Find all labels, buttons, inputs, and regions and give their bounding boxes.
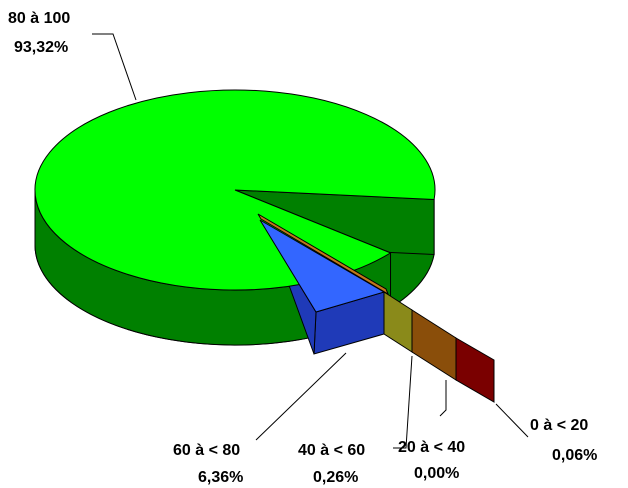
slice-2-category: 40 à < 60: [298, 442, 365, 459]
leader-lines: [92, 33, 529, 449]
slice-1-percent: 6,36%: [198, 469, 243, 486]
slice-label-3: 20 à < 40 0,00%: [398, 439, 465, 482]
slice-3-band: [411, 309, 457, 381]
slice-label-0: 80 à 100 93,32%: [8, 10, 70, 56]
leader-line-1: [255, 352, 347, 441]
slice-3-category: 20 à < 40: [398, 439, 465, 456]
leader-line-0: [92, 33, 137, 101]
leader-line-3: [439, 380, 447, 417]
leader-line-2: [393, 355, 413, 449]
slice-3-top-edge: [257, 213, 390, 296]
slice-1-category: 60 à < 80: [173, 442, 240, 459]
slice-4-percent: 0,06%: [552, 447, 597, 464]
slice-2-percent: 0,26%: [313, 469, 358, 486]
pie-tops: [34, 89, 436, 313]
slice-0-percent: 93,32%: [14, 39, 68, 56]
slice-label-1: 60 à < 80 6,36%: [173, 442, 243, 486]
slice-3-percent: 0,00%: [414, 465, 459, 482]
slice-label-2: 40 à < 60 0,26%: [298, 442, 365, 486]
slice-0-top: [34, 89, 436, 291]
leader-line-4: [495, 403, 529, 438]
slice-label-4: 0 à < 20 0,06%: [530, 417, 597, 464]
slice-0-category: 80 à 100: [8, 10, 70, 27]
slice-1-top: [259, 219, 386, 313]
slice-4-category: 0 à < 20: [530, 417, 588, 434]
slice-2-band: [383, 291, 413, 353]
slice-4-band: [455, 337, 495, 403]
